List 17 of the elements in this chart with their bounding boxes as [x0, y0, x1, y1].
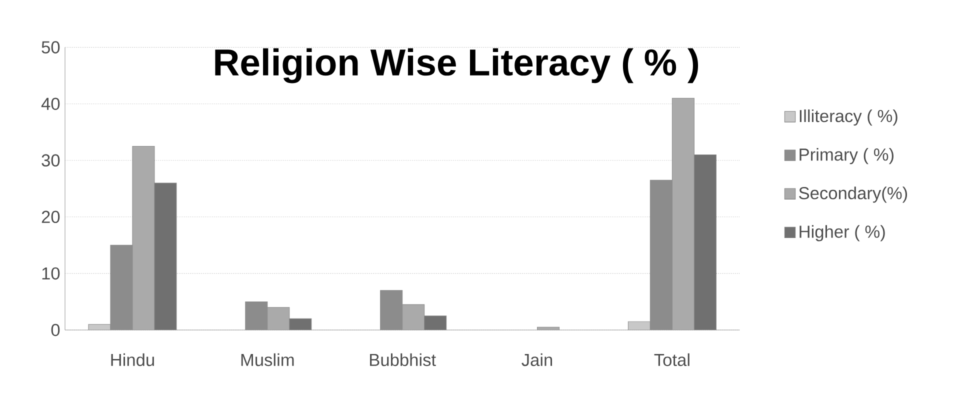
chart-title: Religion Wise Literacy ( % ): [215, 48, 698, 84]
x-tick-label: Hindu: [111, 353, 154, 366]
y-tick-label: 20: [42, 210, 60, 224]
legend-label: Illiteracy ( %): [800, 109, 898, 126]
y-tick-label: 40: [41, 98, 60, 110]
x-tick-label: Muslim: [241, 353, 294, 366]
y-tick-label: 0: [51, 324, 60, 336]
legend-label: Secondary(%): [799, 186, 908, 203]
x-tick-label: Jain: [522, 353, 552, 366]
legend-label: Higher ( %): [800, 225, 885, 242]
x-tick-label: Total: [654, 353, 690, 366]
x-tick-label: Bubbhist: [370, 353, 436, 366]
y-tick-label: 10: [42, 267, 60, 280]
y-tick-label: 50: [42, 41, 60, 54]
bar: [536, 326, 560, 330]
legend-label: Primary ( %): [800, 148, 894, 164]
y-tick-label: 30: [42, 154, 60, 167]
